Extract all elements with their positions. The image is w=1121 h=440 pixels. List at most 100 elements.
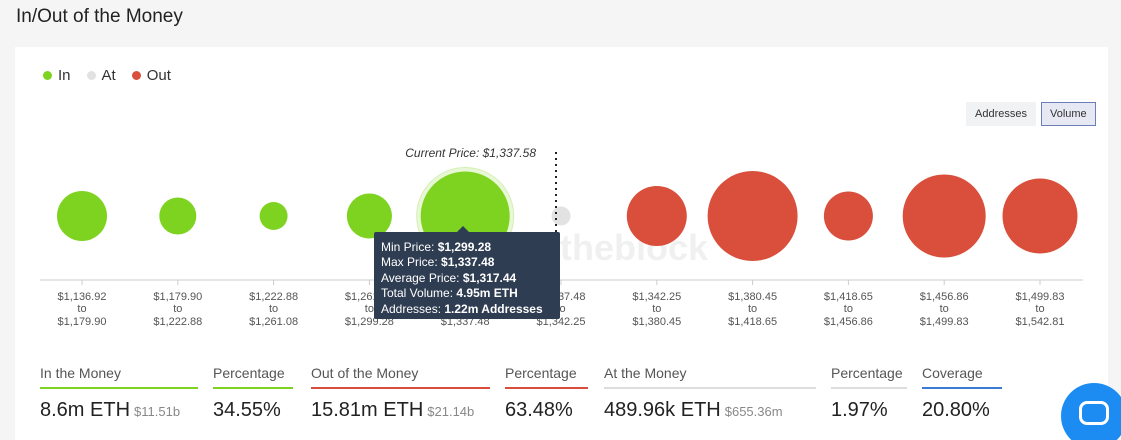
- legend-label-out: Out: [146, 67, 171, 84]
- tick-label-to: $1,542.81: [1016, 316, 1065, 328]
- stat-coverage: Coverage 20.80%: [922, 365, 1002, 422]
- legend-item-in[interactable]: In: [43, 67, 71, 84]
- tooltip-arrow: [457, 226, 469, 232]
- bubble-out-6[interactable]: [626, 186, 687, 246]
- tick-label-from: $1,418.65: [824, 291, 873, 303]
- tick-label-to: $1,222.88: [153, 316, 202, 328]
- chart-card: In At Out Addresses Volume theblock $1,13…: [15, 47, 1108, 440]
- tooltip-min-value: $1,299.28: [437, 240, 492, 254]
- tick-label-from: $1,222.88: [249, 291, 298, 303]
- stat-in-pct-label: Percentage: [213, 365, 293, 389]
- tooltip-avg-label: Average Price:: [381, 270, 460, 285]
- stat-in-amount: 8.6m ETH: [40, 399, 131, 421]
- stat-coverage-label: Coverage: [922, 365, 1002, 389]
- bubble-out-9[interactable]: [902, 174, 986, 258]
- tooltip-vol-row: Total Volume: 4.95m ETH: [381, 286, 553, 301]
- stat-out-percentage: Percentage 63.48%: [505, 365, 588, 422]
- tooltip-max-row: Max Price: $1,337.48: [381, 255, 553, 270]
- tooltip-addr-label: Addresses:: [381, 301, 442, 316]
- tick-label-to-word: to: [556, 303, 565, 315]
- tooltip-avg-row: Average Price: $1,317.44: [381, 271, 553, 286]
- stat-at-pct-value: 1.97%: [831, 399, 888, 421]
- tick-label-from: $1,342.25: [632, 291, 681, 303]
- bubble-at-5[interactable]: [551, 206, 571, 226]
- tooltip-vol-label: Total Volume:: [381, 286, 454, 301]
- stat-out-amount: 15.81m ETH: [311, 399, 424, 421]
- stat-out-value: 15.81m ETH $21.14b: [311, 399, 490, 422]
- stat-in-label: In the Money: [40, 365, 198, 389]
- volume-button[interactable]: Volume: [1040, 102, 1096, 126]
- tick-label-from: $1,380.45: [728, 291, 777, 303]
- view-toggle: Addresses Volume: [966, 102, 1096, 126]
- addresses-button[interactable]: Addresses: [966, 102, 1036, 126]
- stat-out-pct-label: Percentage: [505, 365, 588, 389]
- current-price-label: Current Price: $1,337.58: [405, 146, 536, 160]
- tick-label-to-word: to: [365, 303, 374, 315]
- legend-label-in: In: [58, 67, 71, 84]
- tooltip-max-label: Max Price:: [381, 255, 438, 270]
- stat-at-pct-label: Percentage: [831, 365, 907, 389]
- tick-label-to: $1,261.08: [249, 316, 298, 328]
- stat-at-amount: 489.96k ETH: [604, 399, 721, 421]
- tick-label-to-word: to: [1035, 303, 1044, 315]
- tick-label-to-word: to: [652, 303, 661, 315]
- stat-in-usd: $11.51b: [134, 404, 181, 419]
- stat-in-pct-value: 34.55%: [213, 399, 281, 421]
- stat-at-percentage: Percentage 1.97%: [831, 365, 907, 422]
- legend-dot-at: [86, 71, 96, 80]
- tooltip-addr-row: Addresses: 1.22m Addresses: [381, 302, 553, 317]
- bubble-tooltip: Min Price: $1,299.28 Max Price: $1,337.4…: [374, 226, 560, 319]
- stat-out-pct-value: 63.48%: [505, 399, 573, 421]
- stat-at-label: At the Money: [604, 365, 816, 389]
- legend-label-at: At: [101, 67, 116, 84]
- stat-at-value: 489.96k ETH $655.36m: [604, 399, 816, 422]
- bubble-chart: theblock$1,136.92to$1,179.90$1,179.90to$…: [40, 146, 1083, 328]
- legend-dot-out: [131, 71, 141, 80]
- tooltip-addr-value: 1.22m Addresses: [444, 301, 543, 316]
- bubble-in-0[interactable]: [57, 191, 107, 241]
- tooltip-min-label: Min Price:: [381, 240, 435, 254]
- bubble-in-1[interactable]: [159, 197, 197, 235]
- tick-label-from: $1,179.90: [153, 291, 202, 303]
- stat-in-value: 8.6m ETH $11.51b: [40, 399, 198, 422]
- tick-label-to: $1,380.45: [632, 316, 681, 328]
- tooltip-min-row: Min Price: $1,299.28: [381, 240, 553, 255]
- tick-label-to-word: to: [173, 303, 182, 315]
- tick-label-to: $1,179.90: [58, 316, 107, 328]
- tick-label-to-word: to: [748, 303, 757, 315]
- tick-label-to-word: to: [269, 303, 278, 315]
- tick-label-to-word: to: [844, 303, 853, 315]
- chat-button[interactable]: [1061, 383, 1121, 440]
- stat-out-label: Out of the Money: [311, 365, 490, 389]
- tick-label-to-word: to: [77, 303, 86, 315]
- stat-at-money: At the Money 489.96k ETH $655.36m: [604, 365, 816, 422]
- stat-at-usd: $655.36m: [724, 404, 783, 419]
- tick-label-from: $1,499.83: [1016, 291, 1065, 303]
- tick-label-to: $1,299.28: [345, 316, 394, 328]
- tick-label-to-word: to: [940, 303, 949, 315]
- page-title: In/Out of the Money: [16, 6, 183, 27]
- legend-dot-in: [43, 71, 52, 80]
- tick-label-from: $1,456.86: [920, 291, 969, 303]
- chat-bubble-icon: [1079, 401, 1109, 425]
- legend-item-out[interactable]: Out: [131, 67, 171, 84]
- stat-out-money: Out of the Money 15.81m ETH $21.14b: [311, 365, 490, 422]
- tick-label-to: $1,456.86: [824, 316, 873, 328]
- bubble-in-2[interactable]: [259, 202, 288, 230]
- legend: In At Out: [43, 67, 171, 84]
- bubble-out-10[interactable]: [1002, 178, 1078, 254]
- stat-out-usd: $21.14b: [427, 404, 475, 419]
- tick-label-to: $1,499.83: [920, 316, 969, 328]
- bubble-in-3[interactable]: [346, 193, 392, 239]
- stat-coverage-value: 20.80%: [922, 399, 990, 421]
- tick-label-to: $1,418.65: [728, 316, 777, 328]
- tooltip-avg-value: $1,317.44: [462, 270, 517, 285]
- tooltip-vol-value: 4.95m ETH: [456, 286, 518, 301]
- tick-label-from: $1,136.92: [58, 291, 107, 303]
- stat-in-money: In the Money 8.6m ETH $11.51b: [40, 365, 198, 422]
- bubble-out-8[interactable]: [823, 191, 873, 241]
- stat-in-percentage: Percentage 34.55%: [213, 365, 293, 422]
- tooltip-max-value: $1,337.48: [441, 255, 495, 270]
- bubble-out-7[interactable]: [707, 171, 798, 261]
- legend-item-at[interactable]: At: [86, 67, 116, 84]
